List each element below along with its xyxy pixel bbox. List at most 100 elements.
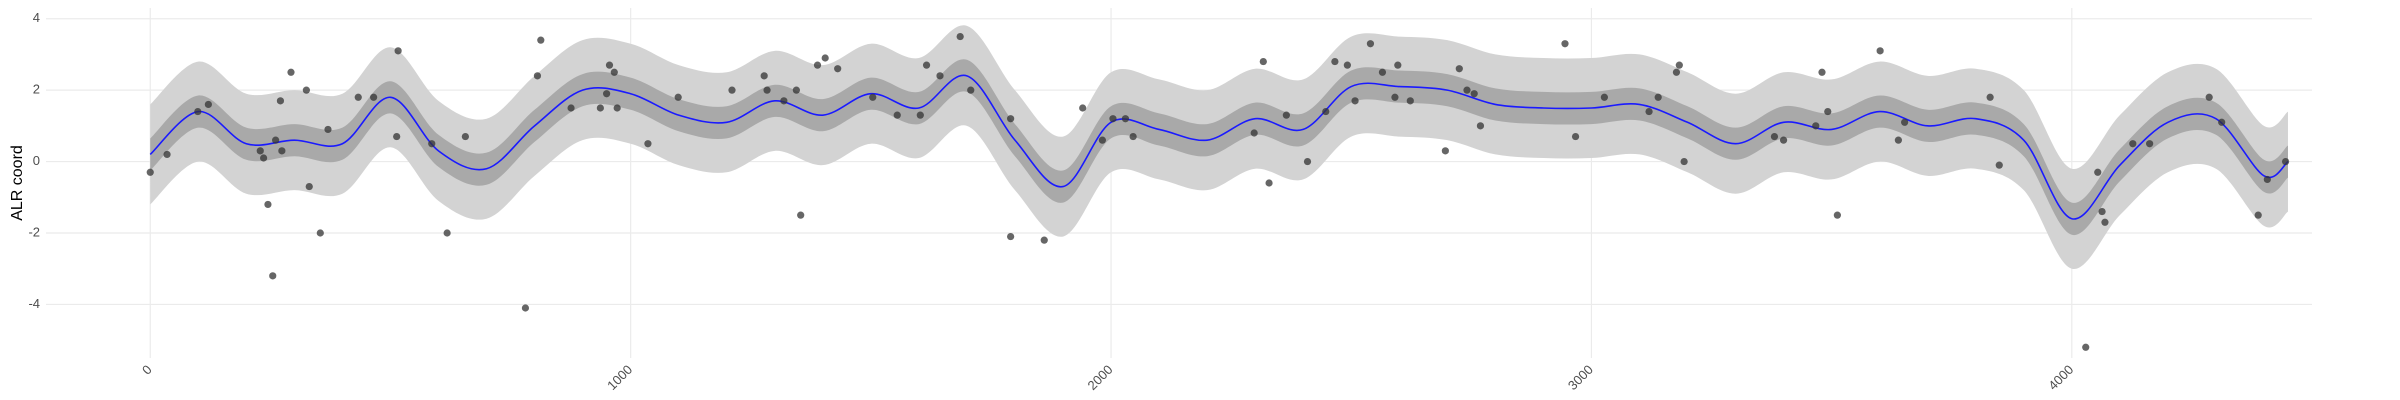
data-point [370,93,378,101]
data-point [760,72,768,80]
data-point [256,147,264,155]
data-point [461,132,469,141]
data-point [264,200,272,209]
y-tick-label: 2 [33,82,40,97]
data-point [1129,132,1137,141]
data-point [1770,132,1779,141]
data-point [1654,93,1662,101]
data-point [613,104,621,112]
data-point [1343,61,1351,69]
data-point [163,150,171,159]
data-point [1561,40,1569,48]
data-point [428,140,436,148]
data-point [260,154,268,162]
data-point [1007,115,1015,123]
data-point [1040,236,1048,244]
data-point [2205,93,2213,101]
data-point [1476,122,1485,130]
data-point [2218,118,2226,126]
data-point [1894,136,1902,144]
data-point [1121,115,1130,123]
data-point [287,68,295,76]
data-point [1824,107,1832,116]
data-point [1265,179,1273,187]
data-point [1645,107,1653,116]
data-point [1109,115,1117,123]
data-point [869,93,877,101]
data-point [537,36,545,44]
data-point [1779,136,1788,144]
data-point [1331,57,1339,66]
data-point [936,72,944,80]
data-point [194,107,202,116]
data-point [1322,107,1330,116]
data-point [394,47,402,55]
data-point [1282,111,1290,119]
data-point [916,111,924,119]
data-point [1818,68,1826,76]
data-point [644,140,652,148]
data-point [1406,97,1414,105]
data-point [1455,65,1463,73]
data-point [1394,61,1402,69]
data-point [533,72,542,80]
data-point [813,61,822,69]
y-tick-label: 0 [33,153,40,168]
data-point [1680,157,1688,166]
data-point [521,304,530,312]
data-point [956,32,964,41]
data-point [1259,57,1267,66]
data-point [2281,157,2290,166]
data-point [2098,207,2106,216]
data-point [1876,47,1884,55]
data-point [603,90,611,98]
data-point [1366,40,1375,48]
data-point [146,168,154,176]
data-point [1995,161,2003,169]
confidence-band [150,59,2288,236]
data-point [728,86,736,94]
data-point [967,86,975,94]
data-point [1250,129,1258,137]
y-tick-label: -2 [28,224,40,239]
data-point [1470,90,1478,98]
data-point [797,211,805,219]
x-tick-label: 2000 [1085,362,1116,393]
x-tick-label: 4000 [2045,362,2076,393]
data-point [763,86,771,94]
data-point [1351,97,1359,105]
data-point [204,100,212,109]
data-point [893,111,901,119]
data-point [922,61,931,69]
data-point [2263,175,2271,184]
data-point [1986,93,1994,101]
data-point [1600,93,1608,101]
data-point [1098,136,1106,144]
data-point [605,61,614,69]
data-point [1833,211,1841,219]
mean-line [149,74,2289,220]
data-point [2254,211,2262,219]
data-point [2146,140,2154,148]
y-tick-label: -4 [28,296,40,311]
data-point [674,93,682,101]
data-point [1007,232,1015,241]
data-point [1079,104,1087,112]
data-point [1901,118,1909,126]
data-point [354,93,362,101]
data-point [596,104,604,112]
data-point [780,97,788,105]
data-point [1812,122,1820,130]
data-point [269,272,277,280]
data-point [1303,157,1312,166]
x-tick-label: 3000 [1565,362,1596,393]
data-point [1378,68,1387,76]
data-point [1672,68,1681,76]
data-point [2082,343,2090,351]
data-point [792,86,800,94]
data-point [324,125,332,134]
y-tick-label: 4 [33,10,40,25]
data-point [2129,140,2137,148]
data-point [1675,61,1683,69]
data-point [1571,132,1580,141]
